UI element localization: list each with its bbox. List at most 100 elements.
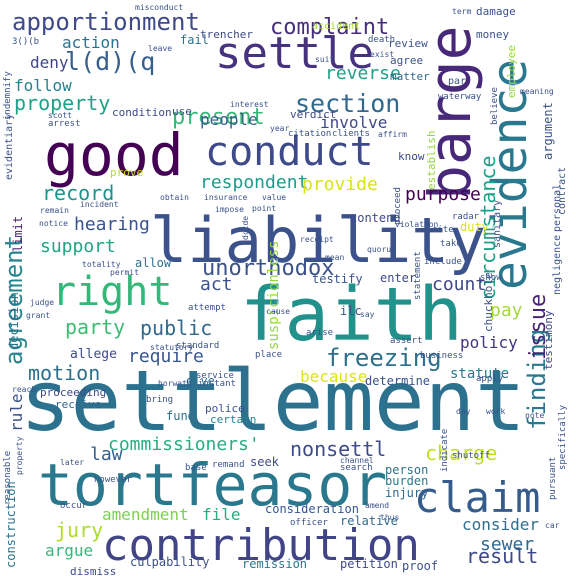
word-cloud-word: relative (340, 514, 398, 528)
word-cloud-word: contract (557, 167, 568, 215)
word-cloud-word: unorthodox (202, 256, 334, 281)
word-cloud-word: apply (476, 374, 504, 384)
word-cloud-word: day (456, 407, 471, 416)
word-cloud-word: prove (110, 166, 143, 179)
word-cloud-word: par (448, 76, 466, 87)
word-cloud-word: suit (315, 55, 334, 64)
word-cloud-word: use (172, 105, 192, 118)
word-cloud-word: evidentiary (4, 114, 15, 180)
word-cloud-word: cause (266, 307, 290, 316)
word-cloud-word: show (480, 273, 502, 283)
word-cloud-word: faith (240, 272, 463, 358)
word-cloud-word: service (196, 371, 234, 381)
word-cloud-word: review (388, 37, 428, 50)
word-cloud-word: support (40, 236, 116, 257)
word-cloud-word: say (360, 310, 375, 319)
word-cloud-word: result (466, 544, 538, 568)
word-cloud-word: contend (350, 211, 401, 225)
word-cloud-word: consideration (265, 502, 359, 516)
word-cloud-word: because (300, 367, 367, 386)
word-cloud-word: assert (390, 336, 423, 346)
word-cloud-word: injury (385, 486, 428, 500)
word-cloud-word: charge (425, 441, 497, 465)
word-cloud-word: settlement (20, 352, 526, 450)
word-cloud-word: file (202, 505, 241, 524)
word-cloud-word: hearing (74, 214, 150, 235)
word-cloud-word: totality (82, 260, 121, 269)
word-cloud-word: argument (541, 102, 555, 160)
word-cloud-word: purpose (405, 184, 481, 205)
word-cloud-word: limit (11, 216, 25, 252)
word-cloud-word: thus (380, 513, 399, 522)
word-cloud-word: value (262, 193, 286, 202)
word-cloud-word: person (385, 463, 428, 477)
word-cloud-word: l(d)(q (65, 47, 155, 76)
word-cloud-word: judge (30, 298, 54, 307)
word-cloud-word: 3()(b (12, 37, 39, 47)
word-cloud-word: violation (395, 220, 439, 229)
word-cloud-word: people (200, 110, 258, 129)
word-cloud-word: proceeding (40, 386, 106, 399)
word-cloud-word: act (200, 274, 233, 295)
word-cloud-word: cite (432, 225, 454, 235)
word-cloud-word: apportionment (12, 8, 200, 36)
word-cloud-word: officer (290, 518, 329, 528)
word-cloud-word: allow (135, 256, 172, 270)
word-cloud-word: motion (28, 361, 100, 385)
word-cloud-word: include (424, 257, 462, 267)
word-cloud-word: remain (40, 206, 69, 215)
word-cloud-word: condition (112, 106, 172, 119)
word-cloud-word: amend (365, 501, 389, 510)
word-cloud-word: negligence (552, 235, 563, 295)
word-cloud-word: circumstance (476, 156, 500, 301)
word-cloud-word: chuckhole (482, 272, 495, 332)
word-cloud-word: impose (215, 205, 244, 214)
word-cloud-word: contribution (102, 520, 420, 571)
word-cloud-word: attempt (188, 303, 226, 313)
word-cloud-word: meaning (520, 87, 554, 96)
word-cloud-word: car (545, 521, 560, 530)
word-cloud-word: shutoff (452, 451, 490, 461)
word-cloud-word: exist (370, 50, 394, 59)
word-cloud-word: agreement (0, 235, 28, 365)
word-cloud-word: seek (250, 455, 280, 469)
word-cloud-word: indicate (440, 429, 450, 472)
word-cloud-word: reach (12, 385, 36, 394)
word-cloud-word: bring (146, 395, 173, 405)
word-cloud-word: construction (4, 481, 18, 568)
word-cloud-word: duty (460, 220, 489, 234)
word-cloud-word: decision (7, 292, 21, 350)
word-cloud-word: know (398, 150, 425, 163)
word-cloud-word: testify (312, 272, 363, 286)
word-cloud-word: proceed (393, 187, 403, 225)
word-cloud-word: term (452, 7, 471, 16)
word-cloud-word: freezing (326, 344, 442, 372)
word-cloud-word: waterway (438, 92, 482, 102)
word-cloud-word: agree (390, 54, 423, 67)
word-cloud-word: arise (306, 328, 333, 338)
word-cloud-word: take (440, 239, 462, 249)
word-cloud-word: horwath (158, 379, 192, 388)
word-cloud-word: pay (490, 300, 523, 321)
word-cloud-word: insurance (204, 193, 248, 202)
word-cloud-word: specifically (558, 404, 568, 470)
word-cloud-word: leave (148, 44, 172, 53)
word-cloud-word: conduct (205, 129, 374, 175)
word-cloud-word: give (186, 374, 215, 388)
word-cloud-word: good (44, 121, 184, 189)
word-cloud-word: remand (212, 460, 245, 470)
word-cloud-word: incident (80, 200, 119, 209)
word-cloud-word: testimony (542, 310, 555, 370)
word-cloud-word: burden (385, 474, 428, 488)
word-cloud-word: amendment (102, 505, 189, 524)
word-cloud-word: however (94, 475, 133, 485)
word-cloud-word: right (52, 269, 172, 315)
word-cloud-word: require (128, 346, 204, 367)
word-cloud-word: clients (332, 129, 370, 139)
word-cloud-word: allege (70, 347, 117, 362)
word-cloud-word: finding (523, 329, 551, 430)
word-cloud-word: base (185, 463, 207, 473)
word-cloud-word: permit (110, 268, 139, 277)
